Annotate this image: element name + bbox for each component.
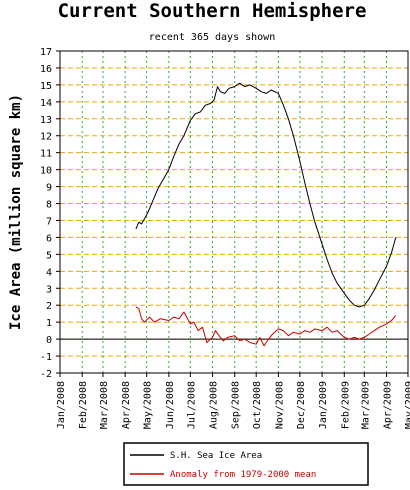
x-tick-label: Dec/2008: [296, 381, 307, 429]
y-tick-label: 8: [46, 200, 52, 211]
plot-frame: [59, 50, 409, 374]
y-tick-label: 16: [40, 64, 52, 75]
x-tick-label: Mar/2008: [99, 381, 110, 429]
x-tick-label: Aug/2008: [209, 381, 220, 429]
vertical-gridlines: [81, 51, 388, 373]
x-tick-label: Jan/2008: [56, 381, 67, 429]
y-tick-label: 3: [46, 284, 52, 295]
y-tick-label: 2: [46, 301, 52, 312]
series-line-ice-area: [135, 82, 397, 308]
x-tick-label: Jan/2009: [318, 381, 329, 429]
legend: S.H. Sea Ice Area Anomaly from 1979-2000…: [123, 442, 369, 486]
x-tick-label: Nov/2008: [274, 381, 285, 429]
legend-box: [123, 442, 369, 486]
y-tick-label: 11: [40, 149, 52, 160]
x-tick-label: Apr/2008: [121, 381, 132, 429]
y-tick-label: 6: [46, 233, 52, 244]
x-tick-label: May/2009: [404, 381, 410, 429]
y-tick-label: 4: [46, 267, 52, 278]
y-axis-label: Ice Area (million square km): [8, 94, 24, 330]
chart-title: Current Southern Hemisphere: [58, 0, 367, 22]
x-tick-label: Mar/2009: [360, 381, 371, 429]
y-tick-label: 13: [40, 115, 52, 126]
y-tick-label: 10: [40, 166, 52, 177]
y-tick-label: -1: [40, 352, 52, 363]
x-axis-ticks: Jan/2008 Feb/2008 Mar/2008 Apr/2008 May/2008…: [56, 373, 410, 429]
horizontal-gridlines: [60, 67, 408, 357]
series-line-anomaly: [135, 306, 397, 347]
legend-label-anomaly: Anomaly from 1979-2000 mean: [170, 470, 316, 480]
y-tick-label: 7: [46, 216, 52, 227]
y-tick-label: 12: [40, 132, 52, 143]
x-tick-label: Jul/2008: [186, 381, 197, 429]
y-tick-label: 14: [40, 98, 52, 109]
chart-subtitle: recent 365 days shown: [149, 32, 275, 43]
x-tick-label: Feb/2008: [78, 381, 89, 429]
legend-label-ice-area: S.H. Sea Ice Area: [170, 451, 262, 461]
y-tick-label: 15: [40, 81, 52, 92]
x-tick-label: Feb/2009: [340, 381, 351, 429]
x-tick-label: Oct/2008: [252, 381, 263, 429]
y-tick-label: 1: [46, 318, 52, 329]
x-tick-label: May/2008: [143, 381, 154, 429]
y-tick-label: 9: [46, 183, 52, 194]
y-tick-label: 17: [40, 47, 52, 58]
x-tick-label: Apr/2009: [383, 381, 394, 429]
series-group: [135, 82, 397, 347]
x-tick-label: Jun/2008: [165, 381, 176, 429]
x-tick-label: Sep/2008: [231, 381, 242, 429]
y-tick-label: -2: [40, 369, 52, 380]
y-tick-label: 0: [46, 335, 52, 346]
y-tick-label: 5: [46, 250, 52, 261]
